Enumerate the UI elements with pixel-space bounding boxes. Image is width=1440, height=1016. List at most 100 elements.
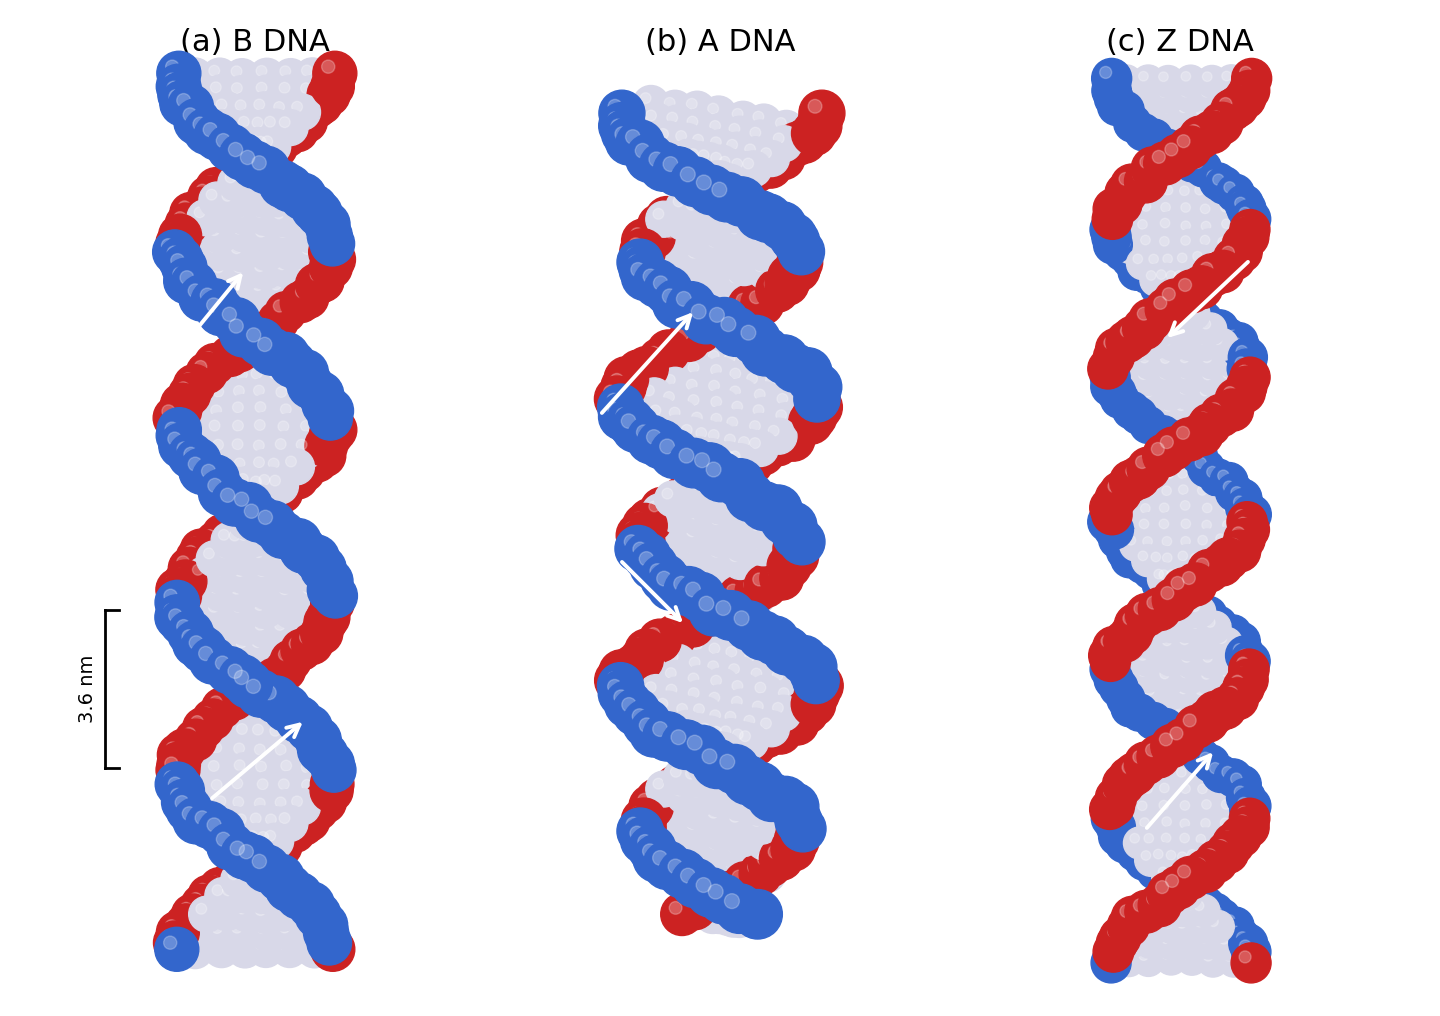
Circle shape (312, 443, 324, 455)
Circle shape (1172, 451, 1182, 460)
Circle shape (742, 433, 785, 475)
Circle shape (622, 699, 671, 748)
Circle shape (708, 586, 744, 623)
Circle shape (664, 521, 675, 531)
Circle shape (1217, 907, 1254, 945)
Circle shape (179, 201, 190, 213)
Circle shape (248, 932, 284, 967)
Circle shape (645, 534, 657, 546)
Circle shape (1092, 71, 1132, 111)
Circle shape (265, 886, 276, 896)
Circle shape (1139, 911, 1172, 944)
Circle shape (199, 182, 235, 218)
Circle shape (651, 121, 687, 157)
Circle shape (684, 862, 720, 898)
Circle shape (647, 330, 690, 373)
Circle shape (206, 432, 242, 468)
Circle shape (710, 888, 720, 899)
Circle shape (1090, 789, 1130, 829)
Circle shape (1152, 594, 1184, 626)
Circle shape (701, 211, 737, 248)
Circle shape (1204, 401, 1214, 411)
Circle shape (184, 940, 196, 951)
Circle shape (759, 368, 795, 403)
Circle shape (1155, 196, 1187, 229)
Circle shape (194, 797, 204, 807)
Circle shape (1218, 645, 1250, 677)
Circle shape (1174, 813, 1205, 844)
Circle shape (1207, 614, 1218, 625)
Circle shape (202, 688, 242, 728)
Circle shape (1210, 259, 1223, 271)
Circle shape (239, 862, 275, 898)
Circle shape (749, 291, 762, 304)
Circle shape (271, 414, 307, 450)
Circle shape (271, 219, 307, 255)
Circle shape (717, 493, 753, 529)
Circle shape (799, 658, 814, 673)
Circle shape (1159, 570, 1169, 579)
Circle shape (704, 736, 740, 771)
Circle shape (210, 271, 246, 308)
Circle shape (253, 494, 264, 504)
Circle shape (262, 541, 298, 577)
Circle shape (707, 612, 719, 623)
Circle shape (678, 761, 714, 798)
Circle shape (1161, 833, 1171, 842)
Circle shape (729, 771, 765, 808)
Circle shape (189, 283, 202, 298)
Circle shape (235, 939, 245, 950)
Circle shape (1214, 81, 1246, 113)
Circle shape (1185, 302, 1223, 338)
Circle shape (1215, 839, 1227, 852)
Circle shape (1166, 270, 1176, 280)
Circle shape (779, 688, 789, 698)
Circle shape (236, 486, 272, 521)
Circle shape (238, 708, 249, 719)
Circle shape (248, 135, 258, 145)
Circle shape (236, 664, 272, 700)
Circle shape (672, 180, 716, 223)
Circle shape (212, 923, 222, 934)
Circle shape (158, 214, 202, 257)
Circle shape (225, 118, 236, 129)
Circle shape (703, 454, 739, 491)
Circle shape (1192, 845, 1224, 877)
Circle shape (222, 190, 233, 201)
Circle shape (772, 786, 786, 801)
Circle shape (769, 502, 816, 550)
Circle shape (1231, 233, 1243, 245)
Circle shape (312, 238, 356, 281)
Circle shape (779, 512, 793, 525)
Circle shape (1201, 800, 1211, 810)
Circle shape (696, 452, 746, 502)
Circle shape (1159, 278, 1191, 311)
Circle shape (1138, 801, 1148, 811)
Circle shape (707, 463, 717, 473)
Circle shape (621, 806, 667, 851)
Circle shape (1087, 348, 1128, 389)
Circle shape (708, 752, 744, 787)
Circle shape (727, 566, 737, 576)
Circle shape (688, 721, 700, 732)
Circle shape (672, 605, 714, 647)
Circle shape (305, 200, 320, 213)
Circle shape (269, 379, 305, 416)
Circle shape (243, 325, 279, 361)
Circle shape (1174, 494, 1205, 526)
Circle shape (1156, 132, 1189, 164)
Circle shape (733, 723, 769, 760)
Circle shape (710, 121, 720, 131)
Circle shape (1220, 98, 1231, 110)
Circle shape (1133, 169, 1146, 182)
Circle shape (278, 629, 314, 664)
Circle shape (1143, 171, 1153, 180)
Circle shape (252, 189, 264, 199)
Circle shape (1175, 901, 1185, 910)
Circle shape (194, 451, 230, 487)
Circle shape (233, 322, 274, 363)
Circle shape (1138, 587, 1181, 631)
Circle shape (1201, 319, 1211, 329)
Circle shape (210, 335, 251, 377)
Circle shape (721, 317, 736, 331)
